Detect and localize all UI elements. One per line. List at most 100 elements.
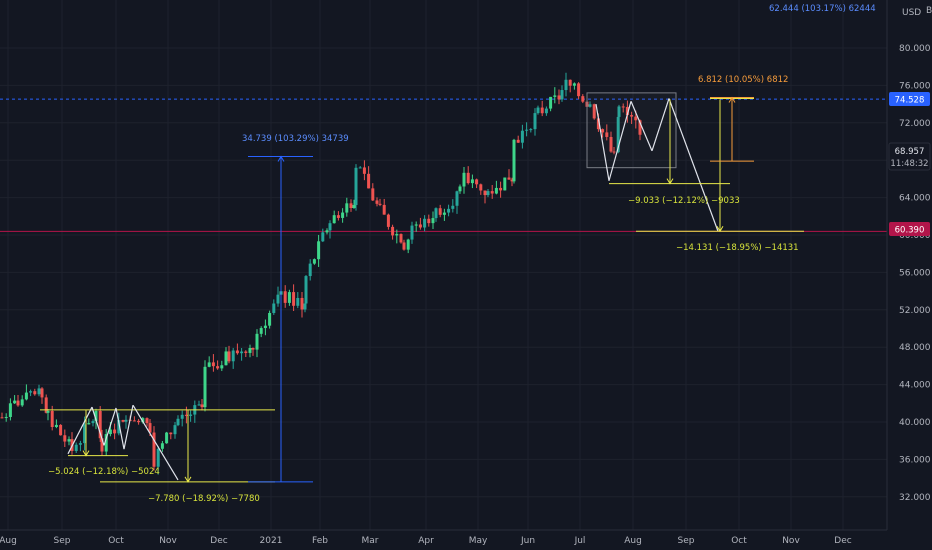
candle-body bbox=[287, 292, 291, 303]
price-tick-label: 56.000 bbox=[899, 268, 931, 278]
candle-body bbox=[321, 232, 325, 242]
candle-body bbox=[486, 191, 490, 196]
candle-body bbox=[529, 129, 533, 131]
right-zigzag-segment[interactable] bbox=[630, 101, 653, 152]
left-zigzag-segment[interactable] bbox=[115, 407, 125, 450]
price-tick-label: 64.000 bbox=[899, 194, 931, 204]
clipped-price-mark: B bbox=[926, 6, 932, 16]
price-axis[interactable]: 32.000 36.000 40.000 44.000 48.000 52.000 56.0… bbox=[899, 44, 931, 503]
left-zigzag-segment[interactable] bbox=[91, 406, 105, 446]
drawing-tools[interactable] bbox=[40, 92, 804, 483]
blue-line-price-tag: 74.528 bbox=[889, 92, 930, 106]
candle-body bbox=[292, 292, 296, 306]
right-zigzag-segment[interactable] bbox=[608, 101, 632, 181]
candle-body bbox=[625, 106, 629, 116]
candle-body bbox=[520, 130, 524, 143]
time-tick-label: Aug bbox=[624, 536, 642, 546]
candle-body bbox=[13, 400, 17, 404]
top-measure-readout: 62.444 (103.17%) 62444 bbox=[769, 4, 876, 14]
left-measure-small-arrow bbox=[82, 450, 90, 457]
candle-body bbox=[124, 419, 128, 422]
price-tick-label: 32.000 bbox=[899, 493, 931, 503]
left-zigzag-segment[interactable] bbox=[132, 404, 179, 481]
time-axis[interactable]: Aug Sep Oct Nov Dec 2021 Feb Mar Apr May Jun Jul Aug… bbox=[0, 536, 852, 546]
candle-body bbox=[67, 439, 71, 442]
time-tick-label: Jun bbox=[520, 536, 535, 546]
measure-label-left-big: −7.780 (−18.92%) −7780 bbox=[148, 494, 260, 504]
candle-body bbox=[634, 116, 638, 121]
candle-body bbox=[244, 351, 248, 353]
time-tick-label: Nov bbox=[159, 536, 177, 546]
candle-body bbox=[328, 223, 332, 231]
candle-body bbox=[4, 416, 8, 418]
time-tick-label: 2021 bbox=[260, 536, 283, 546]
right-zigzag-segment[interactable] bbox=[668, 98, 719, 232]
candle-body bbox=[458, 186, 462, 192]
candle-body bbox=[83, 424, 87, 444]
candle-body bbox=[137, 420, 141, 423]
current-price-tag: 68.957 11:48:32 bbox=[888, 142, 931, 171]
left-zigzag-segment[interactable] bbox=[123, 405, 134, 450]
price-tick-label: 52.000 bbox=[899, 306, 931, 316]
candle-body bbox=[557, 95, 561, 100]
candle-body bbox=[303, 303, 307, 310]
candle-body bbox=[117, 420, 121, 434]
candle-body bbox=[588, 104, 592, 107]
candle-body bbox=[371, 188, 375, 201]
right-zigzag-segment[interactable] bbox=[595, 103, 610, 181]
candle-body bbox=[605, 132, 609, 137]
candle-body bbox=[345, 203, 349, 213]
right-zigzag-segment[interactable] bbox=[651, 98, 670, 152]
candle-body bbox=[479, 184, 483, 191]
candle-body bbox=[113, 429, 117, 434]
orange-measure-arrow bbox=[728, 96, 736, 103]
candle-body bbox=[386, 214, 390, 227]
candle-body bbox=[332, 215, 336, 224]
candle-body bbox=[378, 203, 382, 205]
candle-body bbox=[189, 414, 193, 416]
candle-body bbox=[259, 328, 263, 334]
candle-body bbox=[87, 423, 91, 425]
candle-body bbox=[638, 120, 642, 135]
candle-body bbox=[255, 333, 259, 350]
currency-label[interactable]: USD bbox=[902, 8, 921, 18]
candle-body bbox=[40, 388, 44, 398]
measure-label-orange: 6.812 (10.05%) 6812 bbox=[698, 75, 788, 85]
candle-body bbox=[549, 96, 553, 109]
measure-label-right-big: −14.131 (−18.95%) −14131 bbox=[676, 243, 799, 253]
candle-body bbox=[312, 259, 316, 264]
candle-body bbox=[418, 224, 422, 228]
candle-body bbox=[121, 420, 125, 422]
candle-body bbox=[341, 212, 345, 218]
left-zigzag-segment[interactable] bbox=[103, 407, 117, 446]
candle-body bbox=[263, 325, 267, 329]
red-line-price-tag: 60.390 bbox=[889, 222, 930, 236]
measure-label-left-small: −5.024 (−12.18%) −5024 bbox=[48, 467, 160, 477]
candle-body bbox=[152, 432, 156, 467]
candle-body bbox=[207, 362, 211, 367]
candle-body bbox=[98, 410, 102, 439]
candle-body bbox=[423, 218, 427, 228]
candle-body bbox=[50, 410, 54, 428]
candle-body bbox=[455, 191, 459, 206]
candle-body bbox=[268, 312, 272, 326]
left-zigzag-segment[interactable] bbox=[67, 406, 93, 455]
bar-countdown: 11:48:32 bbox=[890, 159, 928, 169]
range-box[interactable] bbox=[586, 92, 677, 169]
candle-body bbox=[494, 187, 498, 194]
candle-body bbox=[391, 226, 395, 236]
time-tick-label: Oct bbox=[108, 536, 124, 546]
candle-body bbox=[447, 208, 451, 213]
candle-body bbox=[577, 83, 581, 97]
candle-body bbox=[296, 297, 300, 306]
candle-body bbox=[8, 403, 12, 417]
candle-body bbox=[325, 230, 329, 233]
candle-body bbox=[414, 224, 418, 226]
candle-body bbox=[601, 129, 605, 133]
candle-body bbox=[78, 443, 82, 445]
candle-body bbox=[145, 418, 149, 424]
candle-body bbox=[553, 95, 557, 97]
candle-body bbox=[617, 106, 621, 117]
candle-body bbox=[358, 167, 362, 169]
